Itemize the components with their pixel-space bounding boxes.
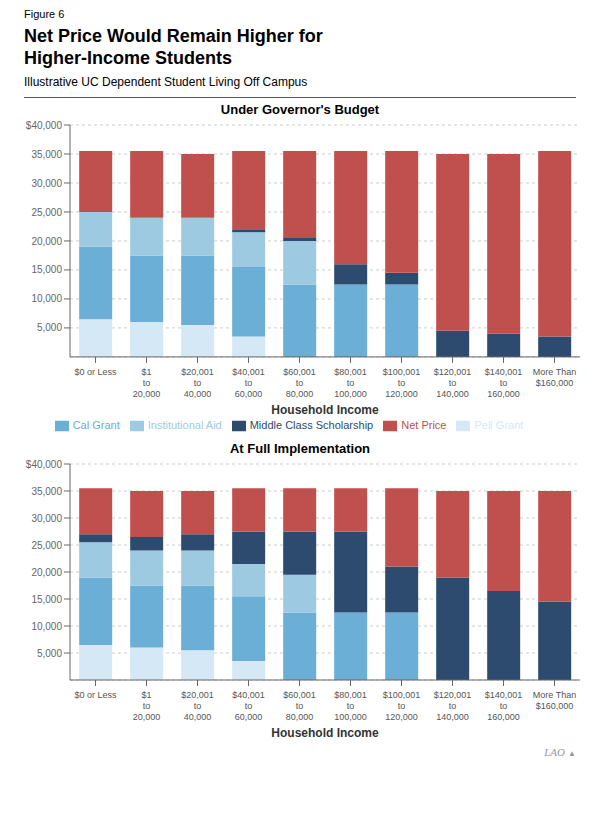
svg-text:30,000: 30,000	[31, 178, 62, 189]
svg-text:25,000: 25,000	[31, 540, 62, 551]
svg-text:35,000: 35,000	[31, 486, 62, 497]
svg-text:20,000: 20,000	[31, 236, 62, 247]
svg-text:$20,001to40,000: $20,001to40,000	[181, 367, 214, 399]
html-text:At Full Implementation: At Full Implementation	[229, 441, 371, 457]
svg-text:$140,001to160,000: $140,001to160,000	[485, 367, 523, 399]
svg-text:$100,001to120,000: $100,001to120,000	[383, 367, 421, 399]
svg-text:$120,001to140,000: $120,001to140,000	[434, 690, 472, 722]
svg-text:More Than$160,000: More Than$160,000	[533, 367, 576, 388]
svg-text:Household Income: Household Income	[271, 403, 379, 417]
svg-text:$40,001to60,000: $40,001to60,000	[232, 690, 265, 722]
svg-text:$60,001to80,000: $60,001to80,000	[283, 367, 316, 399]
svg-text:10,000: 10,000	[31, 621, 62, 632]
svg-text:10,000: 10,000	[31, 294, 62, 305]
html-text:Middle Class Scholarship: Middle Class Scholarship	[249, 419, 374, 432]
svg-text:$20,001to40,000: $20,001to40,000	[181, 690, 214, 722]
svg-text:15,000: 15,000	[31, 594, 62, 605]
html-text:Pell Grant: Pell Grant	[474, 419, 524, 432]
svg-text:$40,000: $40,000	[26, 459, 63, 470]
html-text:Net Price: Net Price	[401, 419, 447, 432]
html-text:Cal Grant: Cal Grant	[72, 419, 120, 432]
svg-text:$80,001to100,000: $80,001to100,000	[334, 690, 367, 722]
svg-text:$80,001to100,000: $80,001to100,000	[334, 367, 367, 399]
svg-text:$1to20,000: $1to20,000	[133, 690, 161, 722]
svg-text:35,000: 35,000	[31, 149, 62, 160]
html-text:Under Governor's Budget: Under Governor's Budget	[220, 102, 380, 118]
svg-text:$40,000: $40,000	[26, 120, 63, 131]
svg-text:5,000: 5,000	[37, 648, 62, 659]
svg-text:Household Income: Household Income	[271, 726, 379, 740]
svg-text:$0 or Less: $0 or Less	[74, 690, 117, 700]
html-text:LAO ▲: LAO ▲	[544, 746, 576, 759]
svg-text:25,000: 25,000	[31, 207, 62, 218]
html-text:Illustrative UC Dependent Stud: Illustrative UC Dependent Student Living…	[24, 75, 308, 90]
svg-text:$40,001to60,000: $40,001to60,000	[232, 367, 265, 399]
html-text:Institutional Aid: Institutional Aid	[147, 419, 222, 432]
svg-text:$60,001to80,000: $60,001to80,000	[283, 690, 316, 722]
svg-text:30,000: 30,000	[31, 513, 62, 524]
svg-text:20,000: 20,000	[31, 567, 62, 578]
svg-text:$0 or Less: $0 or Less	[74, 367, 117, 377]
svg-text:15,000: 15,000	[31, 265, 62, 276]
svg-text:$140,001to160,000: $140,001to160,000	[485, 690, 523, 722]
svg-text:$100,001to120,000: $100,001to120,000	[383, 690, 421, 722]
html-text:Figure 6: Figure 6	[24, 8, 65, 20]
svg-text:$1to20,000: $1to20,000	[133, 367, 161, 399]
svg-text:$120,001to140,000: $120,001to140,000	[434, 367, 472, 399]
svg-text:More Than$160,000: More Than$160,000	[533, 690, 576, 711]
svg-text:5,000: 5,000	[37, 323, 62, 334]
html-text:Net Price Would Remain Higher: Net Price Would Remain Higher for Higher…	[24, 26, 323, 68]
